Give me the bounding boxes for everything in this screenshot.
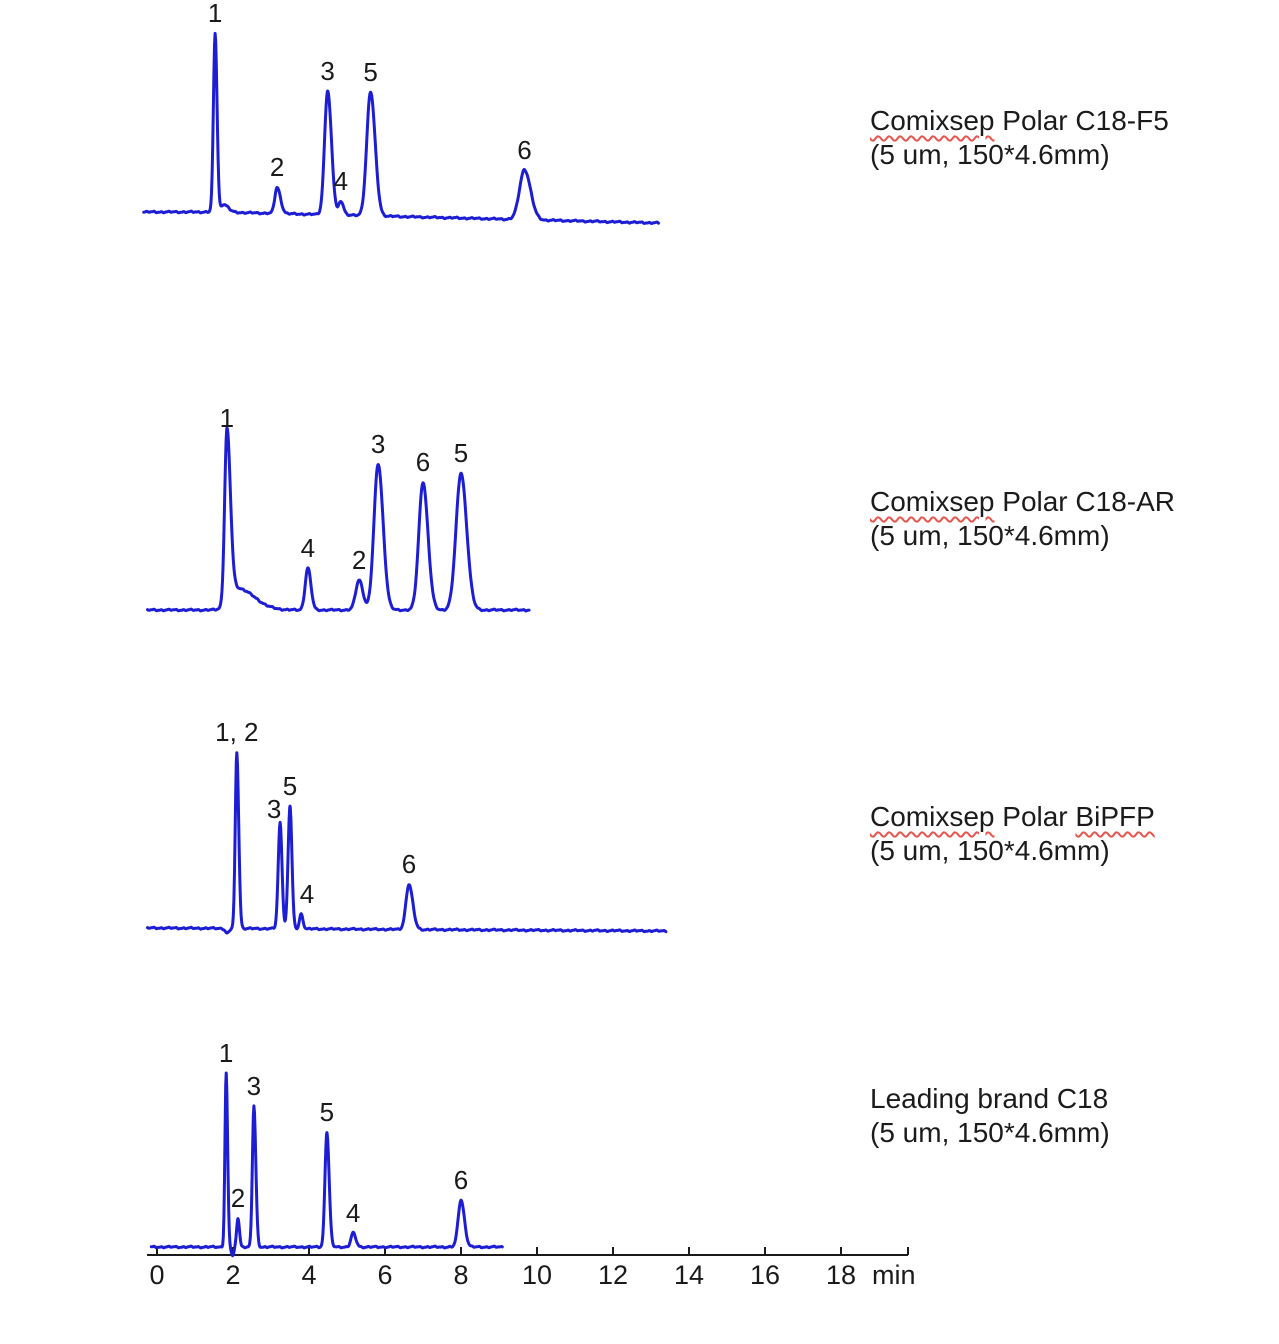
chromatogram-trace-4 (149, 1071, 504, 1258)
peak-label-5: 5 (319, 1097, 335, 1127)
chromatogram-trace-1 (142, 31, 660, 225)
peak-label-4: 4 (345, 1198, 361, 1228)
peak-label-4: 4 (299, 878, 315, 909)
axis-tick-label: 16 (749, 1260, 781, 1290)
axis-tick-label: 6 (377, 1260, 393, 1290)
peak-label-6: 6 (517, 134, 532, 165)
peak-label-5: 5 (453, 438, 469, 468)
peak-label-3: 3 (266, 793, 282, 824)
chromatogram-trace-3 (146, 751, 668, 935)
column-name-text: Polar C18-F5 (994, 105, 1169, 136)
misspelled-word: Comixsep (870, 801, 995, 832)
column-label-3: Comixsep Polar BiPFP (5 um, 150*4.6mm) (870, 800, 1155, 868)
axis-tick-label: 2 (225, 1260, 241, 1290)
axis-tick-label: 10 (521, 1260, 553, 1290)
chromatogram-trace-2 (146, 426, 531, 613)
column-dimensions: (5 um, 150*4.6mm) (870, 835, 1110, 866)
axis-tick-label: 12 (597, 1260, 629, 1290)
peak-label-1: 1 (219, 403, 235, 433)
peak-label-6: 6 (401, 849, 417, 880)
column-name: Comixsep Polar C18-F5 (870, 104, 1169, 138)
peak-label-4: 4 (300, 533, 316, 563)
peak-label-2: 2 (351, 545, 367, 575)
column-dimensions: (5 um, 150*4.6mm) (870, 139, 1110, 170)
peak-label-12: 1, 2 (215, 717, 259, 748)
axis-tick-label: 0 (149, 1260, 165, 1290)
column-name-text: Leading brand C18 (870, 1083, 1109, 1114)
axis-unit-label: min (872, 1260, 916, 1290)
axis-tick-label: 4 (301, 1260, 317, 1290)
column-label-2: Comixsep Polar C18-AR (5 um, 150*4.6mm) (870, 485, 1175, 553)
column-label-1: Comixsep Polar C18-F5 (5 um, 150*4.6mm) (870, 104, 1169, 172)
column-name: Leading brand C18 (870, 1082, 1110, 1116)
column-dimensions: (5 um, 150*4.6mm) (870, 1117, 1110, 1148)
peak-label-3: 3 (246, 1071, 262, 1101)
column-dimensions: (5 um, 150*4.6mm) (870, 520, 1110, 551)
column-label-4: Leading brand C18 (5 um, 150*4.6mm) (870, 1082, 1110, 1150)
peak-label-4: 4 (333, 166, 349, 197)
peak-label-5: 5 (363, 56, 378, 87)
peak-label-3: 3 (320, 55, 335, 86)
column-name-text: Polar (994, 801, 1076, 832)
peak-label-3: 3 (370, 429, 386, 459)
misspelled-word: Comixsep (870, 105, 995, 136)
column-name-text: Polar C18-AR (994, 486, 1175, 517)
peak-label-2: 2 (269, 152, 285, 183)
peak-label-1: 1 (218, 1038, 234, 1068)
axis-tick-label: 18 (825, 1260, 857, 1290)
column-name: Comixsep Polar BiPFP (870, 800, 1155, 834)
peak-label-6: 6 (415, 447, 431, 477)
axis-tick-label: 8 (453, 1260, 469, 1290)
misspelled-word: Comixsep (870, 486, 995, 517)
peak-label-1: 1 (207, 0, 223, 28)
axis-tick-label: 14 (673, 1260, 705, 1290)
column-name: Comixsep Polar C18-AR (870, 485, 1175, 519)
peak-label-6: 6 (453, 1165, 469, 1195)
peak-label-2: 2 (230, 1183, 246, 1213)
peak-label-5: 5 (282, 770, 298, 801)
misspelled-word: BiPFP (1075, 801, 1155, 832)
